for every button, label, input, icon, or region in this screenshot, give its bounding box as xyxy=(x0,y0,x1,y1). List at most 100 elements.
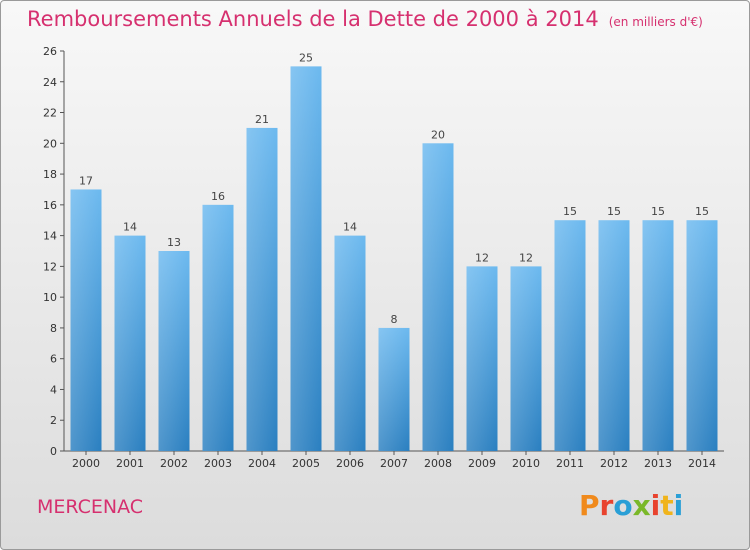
x-tick-label-2002: 2002 xyxy=(160,457,188,470)
bar-highlight-2009 xyxy=(466,266,498,451)
y-tick-label: 0 xyxy=(50,445,57,458)
y-tick: 0 xyxy=(50,445,64,458)
y-tick: 2 xyxy=(50,414,64,427)
bar-highlight-2006 xyxy=(334,235,366,451)
bar-highlight-2012 xyxy=(598,220,630,451)
logo-letter: i xyxy=(650,489,661,522)
value-label-2009: 12 xyxy=(475,251,489,264)
y-tick: 10 xyxy=(43,291,64,304)
value-label-2000: 17 xyxy=(79,174,93,187)
x-tick-label-2008: 2008 xyxy=(424,457,452,470)
value-label-2007: 8 xyxy=(391,313,398,326)
x-tick-label-2001: 2001 xyxy=(116,457,144,470)
y-tick-label: 16 xyxy=(43,199,57,212)
x-tick-label-2010: 2010 xyxy=(512,457,540,470)
x-tick: 2007 xyxy=(380,451,408,470)
value-label-2001: 14 xyxy=(123,221,137,234)
value-label-2006: 14 xyxy=(343,221,357,234)
logo-letter: P xyxy=(579,489,600,522)
proxiti-logo: Proxiti xyxy=(579,489,683,522)
bar-highlight-2010 xyxy=(510,266,542,451)
y-tick-label: 6 xyxy=(50,353,57,366)
y-tick-label: 14 xyxy=(43,230,57,243)
y-tick-label: 22 xyxy=(43,107,57,120)
value-label-2008: 20 xyxy=(431,128,445,141)
logo-letter: x xyxy=(632,489,651,522)
logo-letter: i xyxy=(673,489,684,522)
x-tick: 2009 xyxy=(468,451,496,470)
y-tick: 6 xyxy=(50,353,64,366)
y-tick-label: 24 xyxy=(43,76,57,89)
logo-letter: o xyxy=(613,489,633,522)
bar-highlight-2007 xyxy=(378,327,410,451)
x-tick: 2003 xyxy=(204,451,232,470)
y-tick: 4 xyxy=(50,383,64,396)
y-tick-label: 8 xyxy=(50,322,57,335)
x-tick: 2005 xyxy=(292,451,320,470)
y-tick-label: 10 xyxy=(43,291,57,304)
y-tick: 24 xyxy=(43,76,64,89)
value-label-2003: 16 xyxy=(211,190,225,203)
x-tick-label-2014: 2014 xyxy=(688,457,716,470)
x-tick-label-2003: 2003 xyxy=(204,457,232,470)
x-tick-label-2000: 2000 xyxy=(72,457,100,470)
x-tick: 2006 xyxy=(336,451,364,470)
value-label-2012: 15 xyxy=(607,205,621,218)
x-tick-label-2012: 2012 xyxy=(600,457,628,470)
bar-highlight-2004 xyxy=(246,127,278,451)
y-tick: 12 xyxy=(43,260,64,273)
y-tick: 8 xyxy=(50,322,64,335)
x-tick: 2011 xyxy=(556,451,584,470)
chart-unit: (en milliers d'€) xyxy=(608,15,703,29)
x-tick-label-2005: 2005 xyxy=(292,457,320,470)
value-label-2004: 21 xyxy=(255,113,269,126)
bar-highlight-2011 xyxy=(554,220,586,451)
bar-highlight-2002 xyxy=(158,251,190,451)
value-label-2011: 15 xyxy=(563,205,577,218)
x-tick: 2014 xyxy=(688,451,716,470)
y-tick-label: 2 xyxy=(50,414,57,427)
chart-title-text: Remboursements Annuels de la Dette de 20… xyxy=(27,7,599,31)
x-tick-label-2004: 2004 xyxy=(248,457,276,470)
x-tick: 2013 xyxy=(644,451,672,470)
y-tick-label: 18 xyxy=(43,168,57,181)
bar-highlight-2001 xyxy=(114,235,146,451)
value-label-2010: 12 xyxy=(519,251,533,264)
bar-highlight-2013 xyxy=(642,220,674,451)
y-tick-label: 20 xyxy=(43,137,57,150)
bar-highlight-2000 xyxy=(70,189,102,451)
bar-highlight-2014 xyxy=(686,220,718,451)
y-tick-label: 26 xyxy=(43,45,57,58)
value-label-2014: 15 xyxy=(695,205,709,218)
x-tick: 2001 xyxy=(116,451,144,470)
y-tick: 20 xyxy=(43,137,64,150)
x-tick: 2000 xyxy=(72,451,100,470)
x-tick-label-2007: 2007 xyxy=(380,457,408,470)
logo-letter: t xyxy=(660,489,674,522)
value-label-2013: 15 xyxy=(651,205,665,218)
y-tick-label: 4 xyxy=(50,383,57,396)
y-tick: 22 xyxy=(43,107,64,120)
x-tick: 2008 xyxy=(424,451,452,470)
x-tick: 2010 xyxy=(512,451,540,470)
chart-title: Remboursements Annuels de la Dette de 20… xyxy=(27,7,703,31)
logo-letter: r xyxy=(599,489,614,522)
x-tick: 2012 xyxy=(600,451,628,470)
commune-name: MERCENAC xyxy=(37,496,144,518)
x-tick-label-2006: 2006 xyxy=(336,457,364,470)
value-label-2002: 13 xyxy=(167,236,181,249)
bar-highlight-2003 xyxy=(202,204,234,451)
value-label-2005: 25 xyxy=(299,51,313,64)
y-tick: 14 xyxy=(43,230,64,243)
y-tick-label: 12 xyxy=(43,260,57,273)
y-tick: 16 xyxy=(43,199,64,212)
chart-bars: 17 14 13 16 21 25 14 8 20 12 12 15 15 15 15 xyxy=(70,51,718,452)
x-tick-label-2009: 2009 xyxy=(468,457,496,470)
x-tick: 2004 xyxy=(248,451,276,470)
y-tick: 18 xyxy=(43,168,64,181)
x-tick-label-2013: 2013 xyxy=(644,457,672,470)
y-tick: 26 xyxy=(43,45,64,58)
